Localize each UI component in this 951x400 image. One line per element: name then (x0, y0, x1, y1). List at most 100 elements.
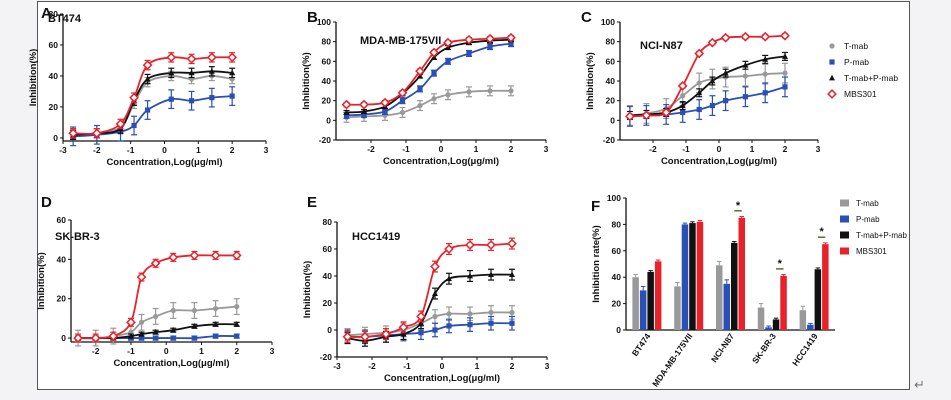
x-tick-label: 3 (544, 144, 549, 154)
pmab-curve (346, 42, 512, 117)
tmab-bar (632, 277, 639, 330)
pmab-point (212, 333, 219, 339)
mbs-point (486, 240, 496, 250)
series-mbs (68, 52, 238, 139)
y-tick-label: 100 (601, 17, 615, 27)
panel-letter: E (307, 194, 317, 211)
tmab-point (680, 93, 686, 99)
mbs-point (115, 119, 126, 129)
y-tick-label: 0 (326, 115, 331, 125)
legend-combo-label: T-mab+P-mab (856, 231, 907, 240)
pmab-curve (347, 322, 513, 338)
y-tick-label: 80 (49, 9, 59, 19)
mbs-point (73, 333, 83, 343)
x-tick-label: -2 (368, 361, 376, 371)
y-tick-label: 40 (57, 254, 67, 264)
pmab-point (696, 106, 702, 113)
y-tick-label: 20 (606, 96, 616, 106)
mbs-point (694, 48, 705, 59)
chart-title: MDA-MB-175VII (360, 35, 441, 47)
x-tick-label: -1 (403, 361, 411, 371)
mbs-bar (696, 221, 704, 330)
mbs-point (429, 47, 439, 58)
legend-tmab-marker (829, 43, 835, 49)
mbs-point (465, 240, 475, 250)
y-axis-label: Inhibition(%) (585, 52, 596, 110)
panel-f: F 0 20 40 60 80 100 Inhibition rate(%) BT474MDA-… (591, 193, 835, 389)
tmab-bar (757, 307, 765, 330)
pmab-point (467, 322, 473, 328)
pmab-point (509, 320, 515, 326)
x-axis-label: Concentration,Log(μg/ml) (113, 358, 229, 369)
combo-point (191, 323, 198, 329)
combo-bar (647, 271, 654, 330)
legend-line: T-mab P-mab T-mab+P-mab MBS301 (827, 41, 898, 99)
pmab-point (229, 93, 235, 99)
y-tick-label: 40 (322, 76, 332, 86)
y-tick-label: 60 (606, 56, 616, 66)
combo-point (467, 272, 473, 279)
mbs-curve (347, 242, 513, 338)
combo-point (446, 275, 452, 282)
mbs-point (341, 99, 352, 110)
pmab-point (432, 327, 438, 333)
pmab-point (445, 58, 451, 64)
pmab-point (466, 50, 472, 57)
mbs-curve (346, 36, 512, 106)
panel-letter: F (591, 198, 600, 215)
mbs-point (625, 111, 635, 122)
y-axis-label: Inhibition(%) (36, 252, 47, 310)
tmab-curve (346, 89, 512, 119)
pmab-point (170, 335, 176, 341)
mbs-point (398, 322, 409, 333)
x-axis-label: Concentration,Log(μg/ml) (106, 157, 222, 168)
combo-point (432, 290, 438, 296)
combo-point (709, 77, 716, 84)
x-tick-label: -1 (127, 145, 135, 155)
x-tick-label: 2 (234, 346, 239, 356)
tmab-point (742, 73, 749, 79)
combo-point (138, 330, 145, 337)
x-tick-label: 0 (439, 144, 444, 154)
pmab-point (399, 98, 406, 104)
x-axis-label: Concentration,Log(μg/ml) (661, 156, 777, 167)
y-tick-label: 0 (616, 325, 621, 335)
combo-point (212, 321, 219, 327)
x-tick-label: 0 (717, 144, 722, 154)
y-tick-label: -20 (320, 352, 333, 362)
mbs-point (740, 31, 751, 42)
x-tick-label: 3 (264, 145, 269, 155)
pmab-bar (639, 290, 647, 330)
mbs-point (506, 32, 516, 43)
y-tick-label: 80 (612, 219, 622, 229)
panel-letter: A (41, 5, 52, 22)
pmab-bar (807, 324, 814, 330)
x-tick-label: -1 (127, 346, 135, 356)
tmab-point (432, 313, 438, 320)
panel-e: E -20 0 20 40 60 80 Inhibition(%) -3 -2 -1 0 1 2 3 Conc… (302, 194, 550, 384)
combo-curve (629, 55, 786, 117)
mbs-point (168, 252, 179, 263)
y-tick-label: 0 (327, 325, 332, 335)
tmab-point (417, 102, 423, 109)
x-tick-label: 2 (509, 144, 514, 154)
y-axis-label: Inhibition(%) (301, 52, 312, 110)
tmab-point (762, 71, 768, 77)
series-mbs (625, 30, 790, 122)
series-combo (344, 268, 515, 347)
y-tick-label: 100 (607, 193, 621, 203)
pmab-point (723, 98, 729, 104)
mbs-point (641, 110, 652, 121)
tmab-point (487, 88, 493, 94)
pmab-point (446, 323, 452, 329)
legend-combo-label: T-mab+P-mab (844, 73, 898, 83)
combo-point (418, 320, 424, 326)
x-tick-label: 3 (270, 346, 275, 356)
y-tick-label: 20 (57, 294, 67, 304)
x-tick-label: -2 (93, 145, 101, 155)
mbs-point (443, 37, 453, 48)
combo-bar (731, 242, 738, 330)
pmab-point (343, 112, 350, 119)
combo-point (722, 69, 729, 76)
